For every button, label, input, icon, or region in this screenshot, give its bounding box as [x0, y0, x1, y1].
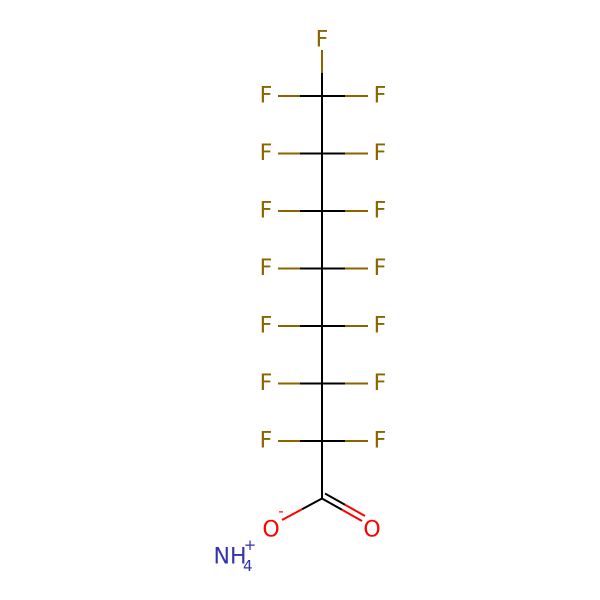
fluorine-atom: F: [316, 28, 329, 53]
fluorine-atom: F: [260, 256, 273, 281]
fluorine-atom: F: [260, 429, 273, 454]
fluorine-atom: F: [260, 199, 273, 224]
c-o-double-bond-b-carbon-half: [324, 492, 346, 506]
carboxylate-negative-charge: -: [278, 502, 283, 520]
c-o-double-bond-a-oxygen-half: [341, 508, 363, 522]
c-o-double-bond-a-carbon-half: [321, 497, 343, 511]
ammonium-charge: +: [244, 536, 257, 554]
fluorine-atom: F: [260, 314, 273, 339]
fluorine-atom: F: [374, 256, 387, 281]
c-o-single-bond-oxygen-half: [281, 508, 303, 521]
fluorine-atom: F: [374, 314, 387, 339]
carboxylate-oxygen-negative: O: [262, 518, 279, 543]
ammonium-subscript: 4: [243, 557, 253, 575]
ammonium-symbol: NH: [214, 545, 247, 570]
c-o-double-bond-b-oxygen-half: [344, 503, 366, 517]
fluorine-atom: F: [374, 84, 387, 109]
fluorine-atom: F: [260, 84, 273, 109]
fluorine-atom: F: [374, 141, 387, 166]
fluorine-atom: F: [260, 371, 273, 396]
fluorine-atom: F: [374, 371, 387, 396]
fluorine-atom: F: [374, 429, 387, 454]
carbonyl-oxygen: O: [363, 518, 380, 543]
fluorine-atom: F: [374, 199, 387, 224]
atom-label-layer: F F F F F F F F F F F F F F F: [260, 28, 387, 454]
c-o-single-bond-carbon-half: [301, 497, 323, 511]
bond-layer: [278, 50, 368, 522]
fluorine-atom: F: [260, 141, 273, 166]
